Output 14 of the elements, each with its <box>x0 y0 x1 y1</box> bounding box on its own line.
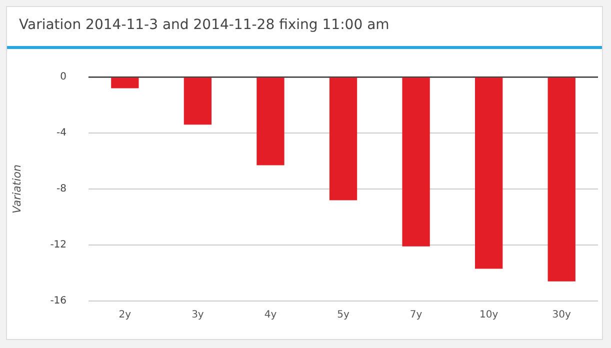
y-tick-label: 0 <box>60 72 67 83</box>
chart-title: Variation 2014-11-3 and 2014-11-28 fixing 11:00 am <box>7 7 602 49</box>
x-tick-label: 30y <box>552 310 572 321</box>
y-tick-label: -16 <box>50 296 67 307</box>
x-tick-label: 7y <box>410 310 422 321</box>
x-tick-label: 5y <box>337 310 350 321</box>
x-tick-label: 4y <box>264 310 277 321</box>
x-tick-label: 10y <box>480 310 498 321</box>
y-axis-title: Variation <box>10 164 24 214</box>
x-tick-label: 3y <box>192 310 204 321</box>
y-tick-label: -12 <box>50 240 67 251</box>
y-tick-label: -4 <box>56 128 67 139</box>
x-tick-label: 2y <box>118 310 132 321</box>
y-tick-label: -8 <box>56 184 67 195</box>
